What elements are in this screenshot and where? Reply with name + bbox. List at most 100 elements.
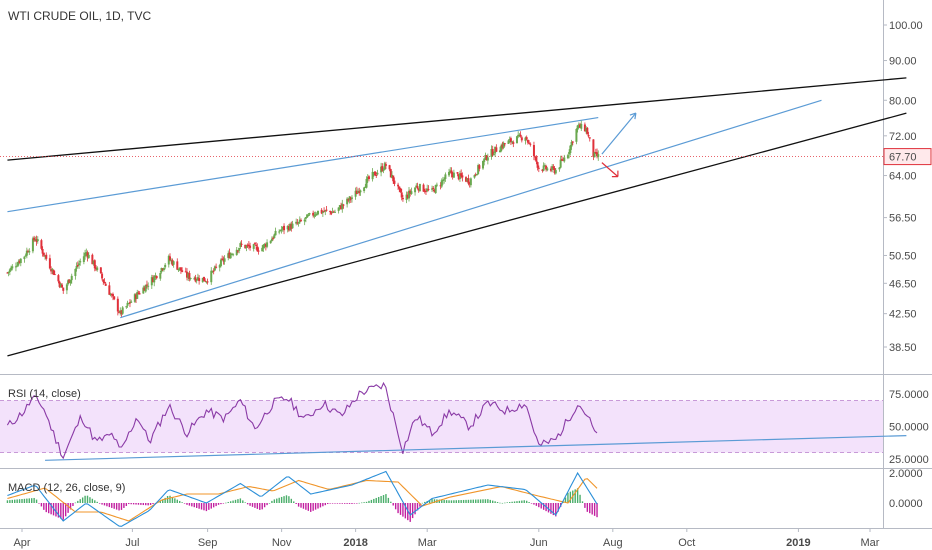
candle-body bbox=[135, 294, 138, 300]
candle-body bbox=[417, 188, 420, 191]
time-tick-label: Jul bbox=[125, 537, 139, 549]
candle-body bbox=[167, 255, 170, 265]
macd-hist-bar bbox=[273, 499, 276, 503]
candle-body bbox=[136, 292, 139, 299]
candle-body bbox=[273, 234, 276, 239]
macd-hist-bar bbox=[499, 502, 501, 504]
candle-body bbox=[119, 310, 122, 313]
candle-body bbox=[113, 296, 116, 300]
macd-hist-bar bbox=[64, 503, 67, 517]
macd-hist-bar bbox=[402, 503, 404, 517]
candle-body bbox=[307, 215, 310, 217]
macd-hist-bar bbox=[123, 503, 125, 508]
macd-hist-bar bbox=[479, 499, 482, 503]
candle-body bbox=[19, 258, 22, 264]
macd-hist-bar bbox=[106, 503, 108, 507]
candle-body bbox=[272, 237, 275, 239]
candle-body bbox=[187, 273, 190, 278]
macd-hist-bar bbox=[368, 500, 370, 503]
macd-hist-bar bbox=[460, 500, 462, 503]
macd-hist-bar bbox=[305, 503, 307, 510]
macd-hist-bar bbox=[132, 503, 135, 505]
candle-body bbox=[61, 284, 64, 288]
macd-hist-bar bbox=[263, 503, 266, 508]
macd-hist-bar bbox=[574, 489, 576, 503]
macd-hist-bar bbox=[62, 503, 64, 520]
candle-body bbox=[485, 155, 488, 161]
candle-body bbox=[321, 211, 324, 213]
candle-body bbox=[466, 178, 469, 182]
price-tick-label: 72.00 bbox=[889, 131, 917, 143]
candle-body bbox=[75, 265, 78, 269]
candle-body bbox=[545, 165, 548, 170]
macd-hist-bar bbox=[576, 488, 579, 503]
price-tick-label: 46.50 bbox=[889, 278, 917, 290]
macd-hist-bar bbox=[458, 500, 460, 503]
candle-body bbox=[287, 226, 290, 231]
candle-body bbox=[579, 124, 582, 128]
candle-body bbox=[189, 277, 192, 279]
candle-body bbox=[469, 178, 472, 186]
drawings-under bbox=[0, 77, 907, 357]
macd-hist-bar bbox=[198, 503, 200, 509]
macd-hist-bar bbox=[399, 503, 402, 515]
macd-hist-bar bbox=[113, 503, 115, 509]
rsi-trendline[interactable] bbox=[45, 435, 907, 461]
candle-body bbox=[240, 243, 243, 245]
candle-body bbox=[524, 137, 527, 141]
candle-body bbox=[374, 171, 377, 176]
candle-body bbox=[315, 213, 318, 215]
rsi-title: RSI (14, close) bbox=[8, 388, 81, 400]
candle-body bbox=[474, 174, 477, 176]
macd-hist-bar bbox=[94, 500, 96, 503]
macd-hist-bar bbox=[33, 497, 35, 503]
candle-body bbox=[138, 293, 141, 295]
drawings-over[interactable] bbox=[601, 112, 637, 178]
channel-lower-line[interactable] bbox=[120, 99, 822, 319]
candle-body bbox=[332, 211, 335, 213]
macd-hist-bar bbox=[208, 503, 210, 510]
candle-body bbox=[342, 204, 345, 206]
candle-body bbox=[580, 123, 583, 129]
candle-body bbox=[171, 260, 174, 266]
candle-body bbox=[7, 271, 10, 273]
candle-body bbox=[410, 191, 413, 194]
candle-body bbox=[563, 157, 566, 162]
wedge-upper-line[interactable] bbox=[7, 77, 907, 161]
candle-body bbox=[169, 256, 172, 261]
price-tick-label: 64.00 bbox=[889, 171, 917, 183]
candle-body bbox=[262, 244, 265, 249]
candle-body bbox=[145, 284, 148, 286]
wedge-lower-line[interactable] bbox=[7, 112, 907, 357]
candle-body bbox=[298, 219, 301, 223]
candle-body bbox=[179, 267, 182, 271]
macd-hist-bar bbox=[290, 498, 293, 503]
arrow-down-line[interactable] bbox=[601, 162, 619, 178]
candle-body bbox=[482, 160, 485, 169]
macd-hist-bar bbox=[392, 503, 394, 506]
candle-body bbox=[512, 142, 515, 144]
macd-hist-bar bbox=[111, 503, 113, 508]
candle-body bbox=[554, 170, 557, 174]
candle-body bbox=[478, 165, 481, 169]
macd-hist-bar bbox=[528, 502, 530, 503]
candle-body bbox=[222, 258, 225, 262]
macd-hist-bar bbox=[385, 494, 387, 503]
macd-hist-bar bbox=[205, 503, 208, 512]
time-tick-label: 2018 bbox=[343, 537, 367, 549]
macd-hist-bar bbox=[268, 502, 271, 504]
candle-body bbox=[337, 207, 340, 211]
channel-upper-line[interactable] bbox=[7, 116, 599, 213]
candle-body bbox=[286, 225, 289, 230]
macd-hist-bar bbox=[521, 500, 523, 503]
time-tick-label: Oct bbox=[678, 537, 695, 549]
candle-body bbox=[246, 244, 249, 246]
candle-body bbox=[223, 258, 226, 262]
macd-hist-bar bbox=[462, 499, 465, 503]
candle-body bbox=[366, 177, 369, 180]
candle-body bbox=[154, 275, 157, 278]
macd-hist-bar bbox=[484, 499, 487, 503]
arrow-up-line[interactable] bbox=[601, 112, 637, 155]
